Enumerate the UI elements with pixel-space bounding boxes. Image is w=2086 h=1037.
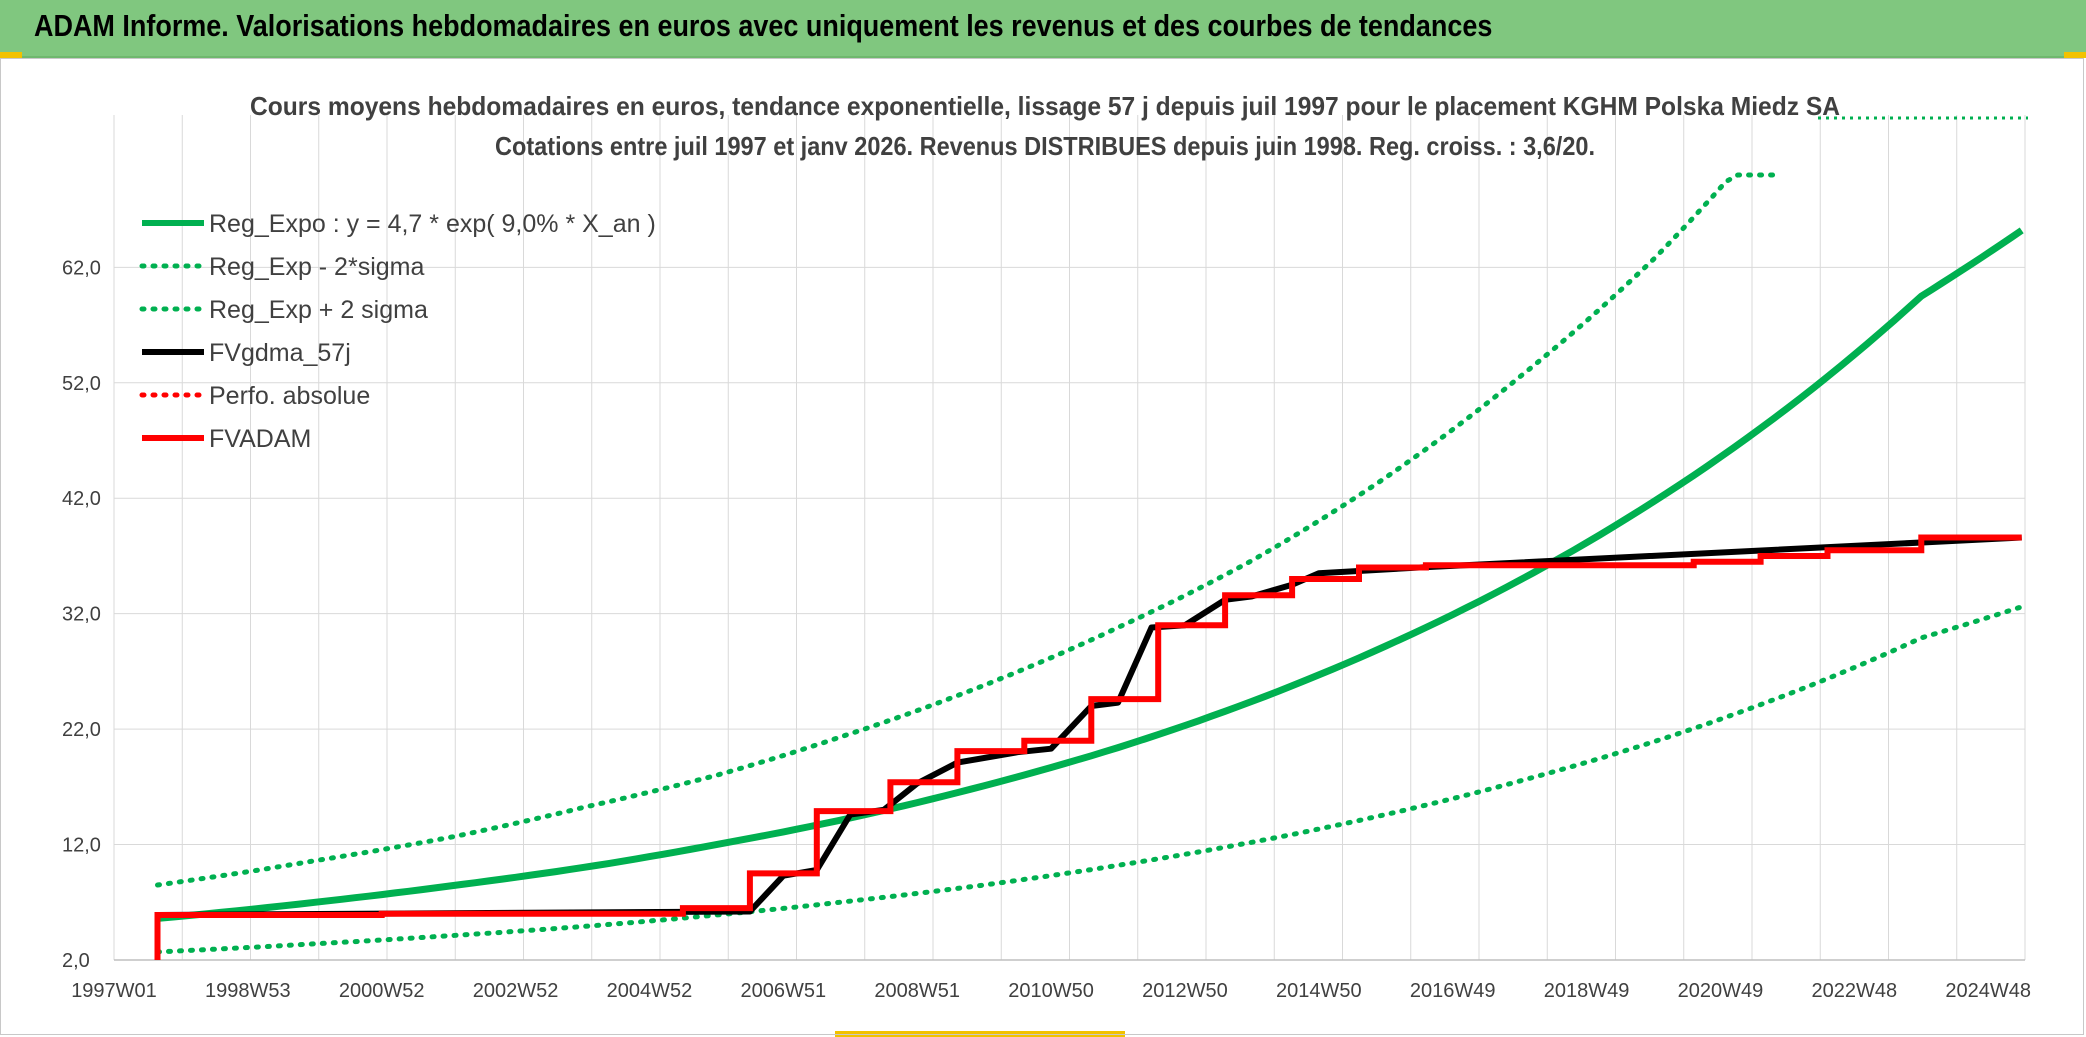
x-tick-label: 2008W51 (874, 980, 960, 1002)
x-tick-label: 2006W51 (741, 980, 827, 1002)
x-tick-label: 2002W52 (473, 980, 559, 1002)
x-tick-label: 1998W53 (205, 980, 291, 1002)
corner-mark-left (0, 52, 22, 58)
y-tick-label: 42,0 (62, 488, 101, 510)
legend-label: Reg_Exp - 2*sigma (209, 253, 424, 281)
legend-label: Reg_Exp + 2 sigma (209, 296, 428, 324)
chart-frame (0, 58, 2084, 1035)
legend-label: FVgdma_57j (209, 339, 351, 367)
x-tick-label: 2018W49 (1544, 980, 1630, 1002)
series (154, 172, 2025, 960)
x-tick-label: 2012W50 (1142, 980, 1228, 1002)
x-tick-label: 2020W49 (1678, 980, 1764, 1002)
x-tick-label: 2000W52 (339, 980, 425, 1002)
corner-mark-right (2064, 52, 2086, 58)
y-tick-label: 52,0 (62, 373, 101, 395)
legend: Reg_Expo : y = 4,7 * exp( 9,0% * X_an ) R… (139, 210, 656, 453)
legend-label: Perfo. absolue (209, 382, 370, 410)
y-tick-label: 2,0 (62, 950, 90, 972)
chart-title-line2: Cotations entre juil 1997 et janv 2026. … (495, 131, 1595, 161)
x-tick-label: 2010W50 (1008, 980, 1094, 1002)
x-tick-label: 2004W52 (607, 980, 693, 1002)
y-tick-label: 32,0 (62, 604, 101, 626)
chart-title-line1: Cours moyens hebdomadaires en euros, ten… (250, 91, 1840, 121)
y-tick-label: 22,0 (62, 719, 101, 741)
grid (113, 115, 2026, 961)
axes: 2,0 12,0 22,0 32,0 42,0 52,0 62,0 1997W01 1998W5… (62, 257, 2031, 1002)
series-reg-expo (157, 227, 2024, 922)
y-tick-label: 12,0 (62, 835, 101, 857)
x-tick-label: 2022W48 (1812, 980, 1898, 1002)
report-title: ADAM Informe. Valorisations hebdomadaire… (34, 8, 1493, 43)
y-tick-label: 62,0 (62, 257, 101, 279)
x-tick-label: 2016W49 (1410, 980, 1496, 1002)
x-tick-label: 2024W48 (1945, 980, 2031, 1002)
x-tick-label: 2014W50 (1276, 980, 1362, 1002)
series-reg-exp-2-sigma (155, 172, 1777, 888)
legend-label: FVADAM (209, 425, 311, 453)
series-fvgdma-57j (154, 534, 2022, 960)
series-fvadam (154, 534, 2022, 960)
legend-label: Reg_Expo : y = 4,7 * exp( 9,0% * X_an ) (209, 210, 656, 238)
series-reg-exp-2-sigma (155, 604, 2025, 955)
x-tick-label: 1997W01 (71, 980, 157, 1002)
report-banner: ADAM Informe. Valorisations hebdomadaire… (0, 0, 2086, 58)
